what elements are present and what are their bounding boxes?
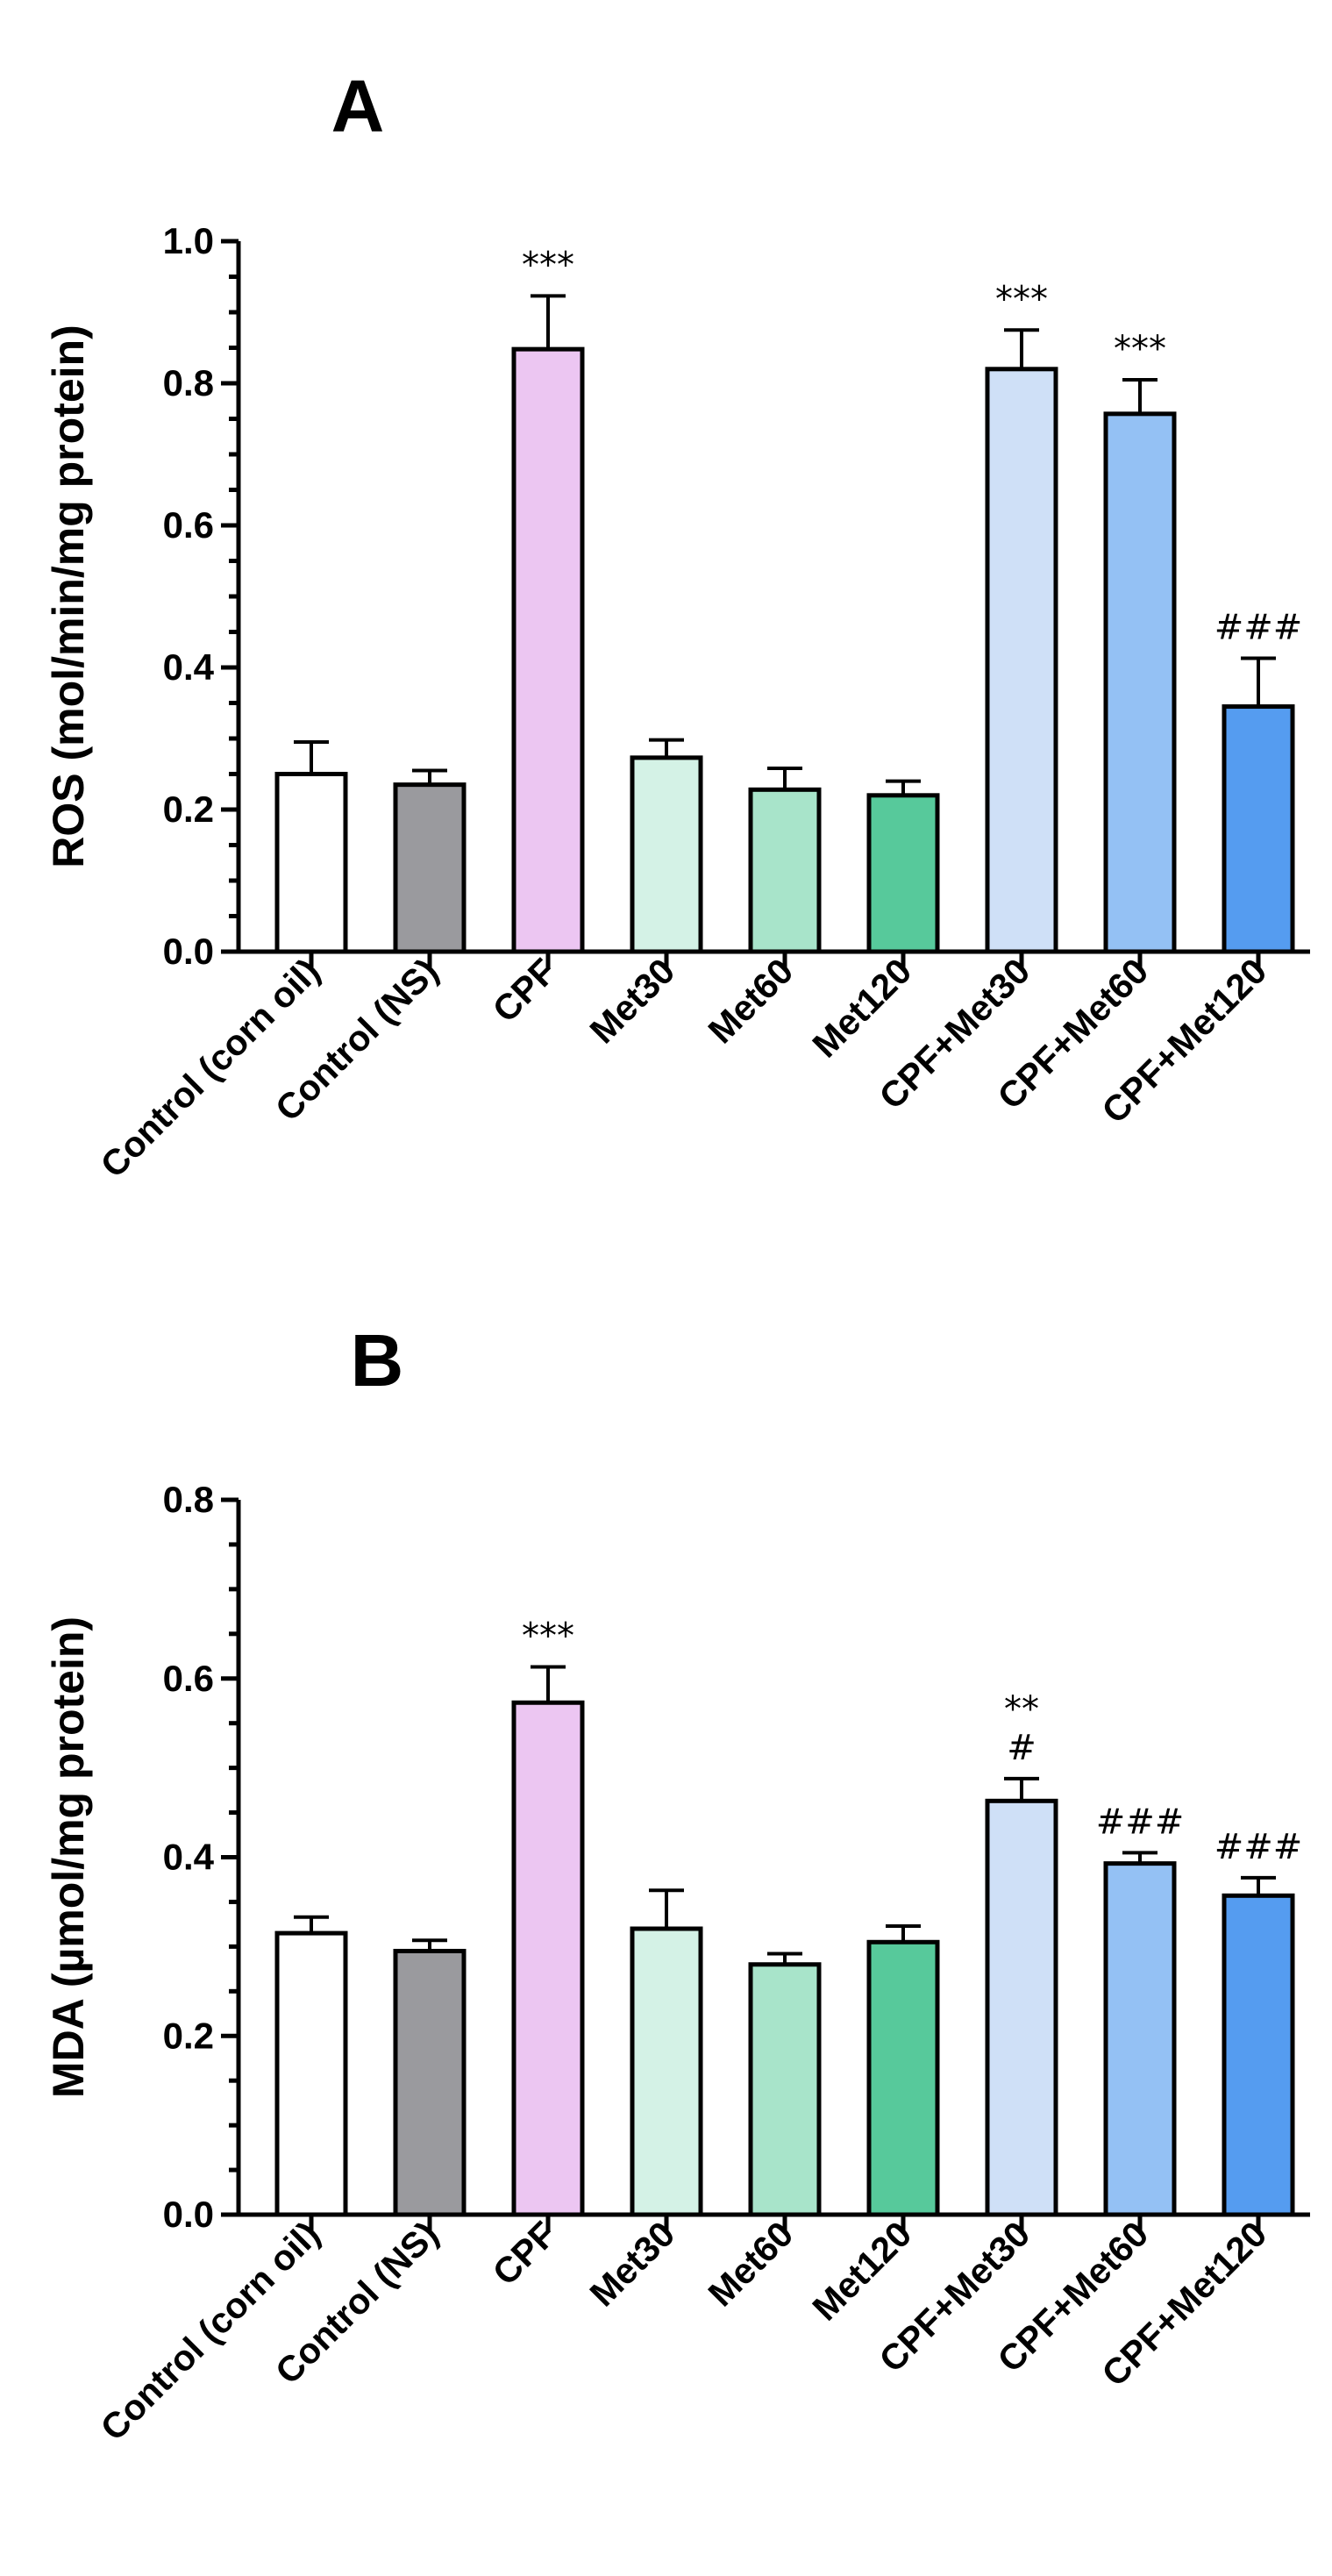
bar-5	[748, 787, 822, 954]
bar-8	[1103, 411, 1177, 954]
category-label: Control (corn oil)	[93, 951, 328, 1186]
significance-label: ***	[1114, 329, 1166, 369]
bar-7	[985, 1798, 1058, 2217]
bar-1	[274, 772, 348, 954]
y-tick-label: 0.4	[163, 646, 215, 688]
y-tick-label: 0.0	[163, 2194, 214, 2235]
category-label: Met120	[805, 2214, 920, 2329]
panel-letter: B	[351, 1319, 404, 1402]
bar-6	[866, 1939, 940, 2217]
bar-9	[1222, 1893, 1295, 2217]
significance-line: ###	[1096, 1802, 1185, 1842]
bar-1	[274, 1930, 348, 2217]
bar-8	[1103, 1861, 1177, 2217]
y-tick-label: 0.6	[163, 1658, 214, 1699]
y-tick-label: 1.0	[163, 220, 214, 261]
y-axis-title: MDA (µmol/mg protein)	[44, 1616, 93, 2098]
category-label: Control (corn oil)	[93, 2214, 328, 2449]
significance-line: #	[1007, 1728, 1036, 1768]
y-tick-label: 0.4	[163, 1837, 215, 1878]
category-label: CPF	[485, 951, 565, 1031]
bar-6	[866, 793, 940, 954]
y-tick-label: 0.0	[163, 931, 214, 972]
bar-2	[393, 1948, 467, 2217]
significance-line: ***	[522, 245, 574, 285]
significance-line: **	[1004, 1689, 1039, 1730]
y-tick-label: 0.8	[163, 362, 214, 403]
significance-label: ###	[1096, 1802, 1185, 1842]
y-tick-label: 0.8	[163, 1479, 214, 1520]
bar-2	[393, 782, 467, 954]
y-tick-label: 0.2	[163, 788, 214, 830]
significance-line: ###	[1214, 607, 1303, 647]
y-tick-label: 0.2	[163, 2015, 214, 2056]
significance-line: ###	[1214, 1827, 1303, 1867]
bar-7	[985, 367, 1058, 954]
y-axis-title: ROS (mol/min/mg protein)	[44, 325, 93, 867]
category-label: Met120	[805, 951, 920, 1066]
significance-label: ###	[1214, 607, 1303, 647]
significance-label: ***	[995, 279, 1048, 319]
significance-label: ** #	[1004, 1689, 1039, 1768]
significance-label: ***	[522, 245, 574, 285]
significance-label: ###	[1214, 1827, 1303, 1867]
bar-9	[1222, 704, 1295, 954]
significance-line: ***	[522, 1616, 574, 1657]
significance-line: ***	[995, 279, 1048, 319]
bar-4	[630, 1926, 703, 2217]
significance-label: ***	[522, 1616, 574, 1657]
category-label: CPF	[485, 2214, 565, 2294]
bar-3	[511, 1700, 585, 2217]
y-tick-label: 0.6	[163, 504, 214, 546]
bar-4	[630, 755, 703, 954]
significance-line: ***	[1114, 329, 1166, 369]
panel-a: A ROS (mol/min/mg protein) Control (corn o…	[44, 65, 1310, 1185]
panel-letter: A	[331, 65, 385, 147]
bar-3	[511, 346, 585, 954]
bar-5	[748, 1962, 822, 2217]
panel-b: B MDA (µmol/mg protein) Control (corn oil)…	[44, 1319, 1310, 2448]
